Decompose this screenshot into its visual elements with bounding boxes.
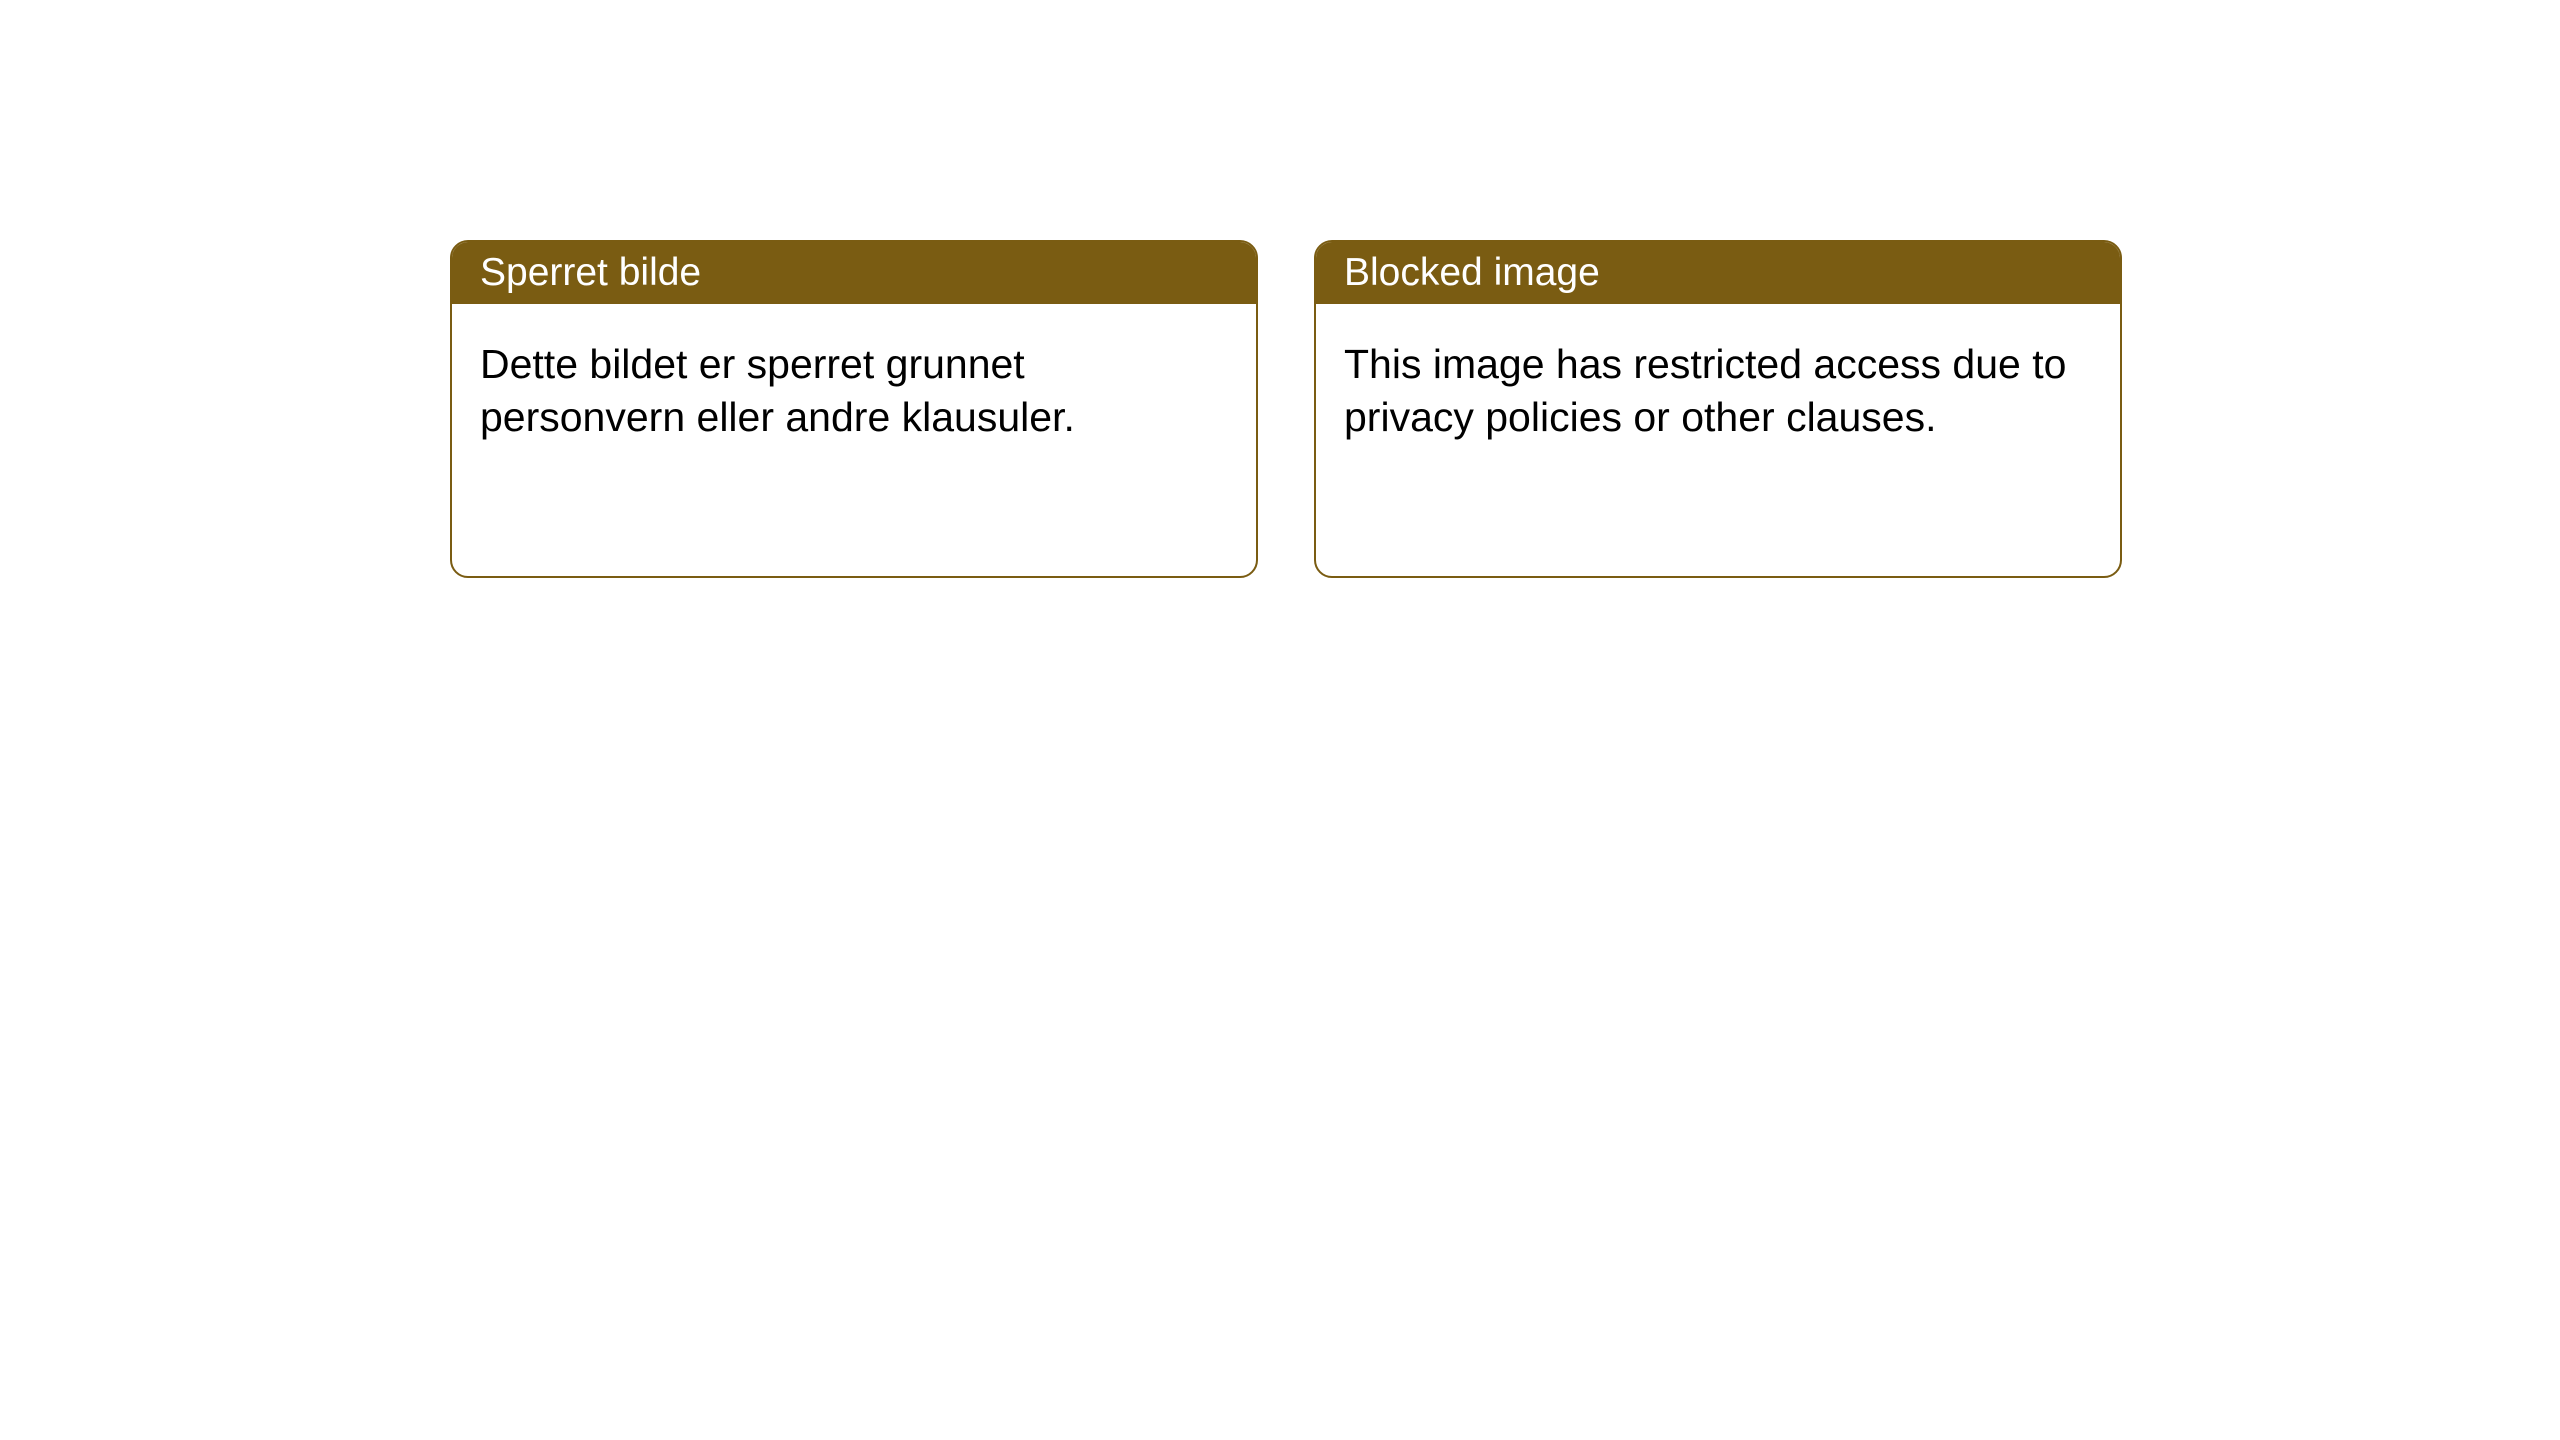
notice-container: Sperret bilde Dette bildet er sperret gr… bbox=[0, 0, 2560, 578]
notice-card-english: Blocked image This image has restricted … bbox=[1314, 240, 2122, 578]
notice-body: This image has restricted access due to … bbox=[1316, 304, 2120, 479]
notice-header: Sperret bilde bbox=[452, 242, 1256, 304]
notice-title: Blocked image bbox=[1344, 251, 1600, 295]
notice-body: Dette bildet er sperret grunnet personve… bbox=[452, 304, 1256, 479]
notice-message: This image has restricted access due to … bbox=[1344, 341, 2066, 440]
notice-card-norwegian: Sperret bilde Dette bildet er sperret gr… bbox=[450, 240, 1258, 578]
notice-message: Dette bildet er sperret grunnet personve… bbox=[480, 341, 1075, 440]
notice-header: Blocked image bbox=[1316, 242, 2120, 304]
notice-title: Sperret bilde bbox=[480, 251, 701, 295]
